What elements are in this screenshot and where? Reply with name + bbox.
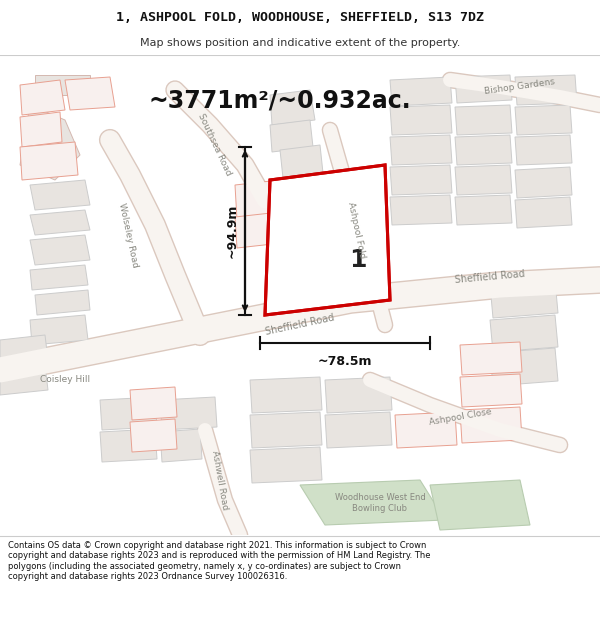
Polygon shape: [455, 165, 512, 195]
Text: 1, ASHPOOL FOLD, WOODHOUSE, SHEFFIELD, S13 7DZ: 1, ASHPOOL FOLD, WOODHOUSE, SHEFFIELD, S…: [116, 11, 484, 24]
Polygon shape: [460, 342, 522, 375]
Polygon shape: [390, 195, 452, 225]
Text: Bishop Gardens: Bishop Gardens: [484, 78, 556, 96]
Polygon shape: [130, 387, 177, 420]
Polygon shape: [160, 397, 217, 430]
Text: Map shows position and indicative extent of the property.: Map shows position and indicative extent…: [140, 39, 460, 49]
Polygon shape: [455, 135, 512, 165]
Polygon shape: [0, 365, 48, 395]
Polygon shape: [250, 447, 322, 483]
Polygon shape: [35, 290, 90, 315]
Polygon shape: [455, 105, 512, 135]
Polygon shape: [100, 429, 157, 462]
Polygon shape: [395, 412, 457, 448]
Polygon shape: [455, 195, 512, 225]
Polygon shape: [160, 429, 202, 462]
Polygon shape: [490, 348, 558, 386]
Polygon shape: [30, 180, 90, 210]
Polygon shape: [270, 90, 315, 125]
Polygon shape: [265, 165, 390, 315]
Text: Ashwell Road: Ashwell Road: [211, 449, 230, 511]
Polygon shape: [490, 315, 558, 352]
Polygon shape: [390, 77, 452, 106]
Polygon shape: [30, 210, 90, 235]
Polygon shape: [250, 377, 322, 413]
Polygon shape: [30, 235, 90, 265]
Text: Ashpool Close: Ashpool Close: [428, 407, 492, 427]
Polygon shape: [20, 112, 62, 147]
Text: ~94.9m: ~94.9m: [226, 204, 239, 258]
Polygon shape: [30, 315, 88, 345]
Polygon shape: [130, 419, 177, 452]
Polygon shape: [430, 480, 530, 530]
Polygon shape: [100, 397, 157, 430]
Polygon shape: [455, 75, 512, 103]
Polygon shape: [460, 407, 522, 443]
Polygon shape: [280, 145, 323, 178]
Text: ~78.5m: ~78.5m: [318, 355, 372, 368]
Polygon shape: [390, 135, 452, 165]
Text: Southsea Road: Southsea Road: [197, 112, 233, 178]
Text: Sheffield Road: Sheffield Road: [265, 312, 335, 338]
Polygon shape: [20, 105, 80, 180]
Polygon shape: [490, 280, 558, 318]
Polygon shape: [20, 142, 78, 180]
Polygon shape: [65, 77, 115, 110]
Text: 1: 1: [349, 248, 366, 272]
Polygon shape: [300, 480, 445, 525]
Polygon shape: [35, 75, 90, 95]
Text: Contains OS data © Crown copyright and database right 2021. This information is : Contains OS data © Crown copyright and d…: [8, 541, 431, 581]
Polygon shape: [515, 75, 577, 105]
Polygon shape: [460, 374, 522, 407]
Polygon shape: [235, 212, 282, 248]
Polygon shape: [515, 197, 572, 228]
Polygon shape: [30, 265, 88, 290]
Polygon shape: [235, 180, 283, 220]
Text: Wolseley Road: Wolseley Road: [117, 202, 139, 268]
Text: Sheffield Road: Sheffield Road: [455, 269, 526, 285]
Polygon shape: [270, 120, 313, 152]
Polygon shape: [20, 80, 65, 115]
Text: Ashpool Fold: Ashpool Fold: [346, 201, 367, 259]
Polygon shape: [325, 377, 392, 413]
Text: Coisley Hill: Coisley Hill: [40, 376, 90, 384]
Polygon shape: [325, 412, 392, 448]
Polygon shape: [250, 412, 322, 448]
Polygon shape: [390, 105, 452, 135]
Text: ~3771m²/~0.932ac.: ~3771m²/~0.932ac.: [149, 88, 412, 112]
Polygon shape: [515, 135, 572, 165]
Polygon shape: [0, 335, 48, 365]
Text: Woodhouse West End
Bowling Club: Woodhouse West End Bowling Club: [335, 493, 425, 512]
Polygon shape: [390, 165, 452, 195]
Polygon shape: [515, 105, 572, 135]
Polygon shape: [515, 167, 572, 198]
